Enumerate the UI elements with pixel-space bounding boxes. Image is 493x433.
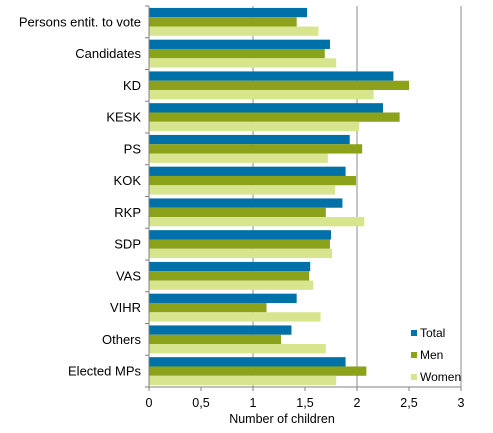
bar-total-8 [149, 261, 311, 272]
legend-swatch-women [411, 374, 417, 380]
bar-women-7 [149, 248, 333, 259]
bar-men-1 [149, 48, 325, 59]
bar-total-9 [149, 293, 297, 303]
category-label: Elected MPs [68, 364, 141, 379]
legend-label-total: Total [420, 326, 445, 340]
x-tick-label: 0 [146, 396, 153, 410]
bar-women-1 [149, 58, 337, 68]
category-label: KESK [106, 110, 141, 125]
x-tick-label: 1 [250, 396, 257, 410]
category-label: VIHR [110, 300, 141, 315]
bar-women-11 [149, 375, 337, 386]
category-labels: Persons entit. to vote Candidates KD KESK PS… [19, 14, 142, 378]
bar-men-7 [149, 239, 330, 249]
bar-men-5 [149, 175, 356, 186]
bar-total-7 [149, 230, 331, 240]
bar-women-6 [149, 217, 365, 227]
bar-total-4 [149, 134, 350, 145]
bar-men-10 [149, 334, 282, 345]
legend-swatch-men [411, 352, 417, 358]
bar-women-2 [149, 90, 374, 100]
bar-women-10 [149, 344, 326, 354]
bar-total-2 [149, 71, 394, 81]
bar-women-3 [149, 121, 360, 132]
bar-men-9 [149, 302, 267, 313]
category-label: KOK [114, 173, 142, 188]
gridlines [252, 6, 462, 387]
bar-men-3 [149, 112, 400, 122]
category-label: Candidates [75, 46, 141, 61]
legend-label-men: Men [420, 348, 443, 362]
x-tick-label: 2,5 [400, 396, 417, 410]
bar-total-1 [149, 39, 330, 49]
bar-total-3 [149, 103, 383, 113]
x-axis-title: Number of children [229, 412, 335, 426]
bar-total-5 [149, 166, 346, 176]
bar-men-11 [149, 366, 367, 376]
bar-women-5 [149, 185, 336, 195]
x-tick-labels: 0 0,5 1 1,5 2 2,5 3 [146, 396, 465, 410]
legend-swatch-total [411, 330, 417, 336]
category-label: KD [123, 78, 141, 93]
bar-total-11 [149, 357, 346, 367]
bar-men-8 [149, 271, 310, 281]
axes [145, 5, 462, 391]
category-label: PS [124, 141, 142, 156]
category-label: RKP [114, 205, 141, 220]
category-label: Others [102, 332, 142, 347]
x-tick-label: 1,5 [296, 396, 313, 410]
bar-men-4 [149, 144, 363, 154]
bar-women-8 [149, 280, 314, 290]
bar-women-0 [149, 26, 319, 36]
x-tick-label: 0,5 [192, 396, 209, 410]
bar-total-6 [149, 198, 343, 208]
x-tick-label: 3 [458, 396, 465, 410]
category-label: Persons entit. to vote [19, 14, 141, 29]
category-label: SDP [114, 237, 141, 252]
bar-total-0 [149, 7, 308, 18]
bar-men-6 [149, 207, 326, 218]
bar-women-4 [149, 153, 328, 163]
category-label: VAS [116, 268, 141, 283]
bar-men-2 [149, 80, 409, 91]
bars [149, 7, 409, 386]
bar-men-0 [149, 17, 297, 27]
x-tick-label: 2 [354, 396, 361, 410]
legend: Total Men Women [411, 326, 461, 384]
bar-women-9 [149, 312, 321, 322]
legend-label-women: Women [420, 370, 461, 384]
bar-total-10 [149, 325, 292, 335]
